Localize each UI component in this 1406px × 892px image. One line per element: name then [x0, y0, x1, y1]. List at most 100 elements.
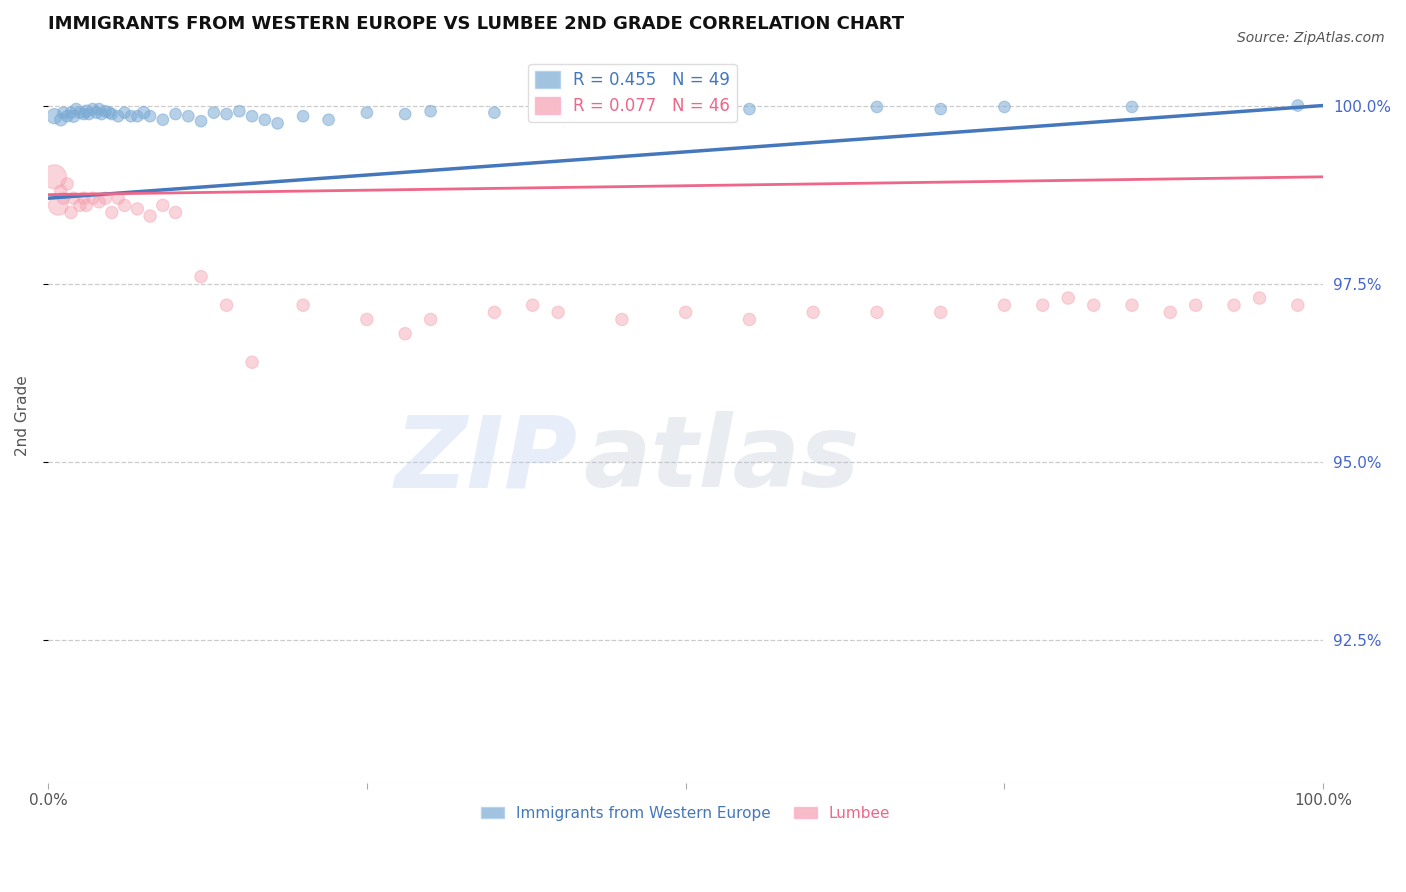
Point [1286, 298, 1309, 312]
Point [62, 191, 84, 205]
Point [356, 105, 378, 120]
Point [738, 102, 761, 116]
Point [139, 209, 162, 223]
Point [44, 109, 66, 123]
Point [292, 298, 315, 312]
Point [87, 102, 110, 116]
Point [547, 305, 569, 319]
Point [318, 112, 340, 127]
Point [87, 194, 110, 209]
Point [419, 104, 441, 119]
Point [215, 107, 238, 121]
Point [101, 205, 124, 219]
Point [165, 205, 187, 219]
Point [202, 105, 225, 120]
Point [49, 112, 72, 127]
Point [94, 104, 117, 119]
Point [1184, 298, 1206, 312]
Point [1159, 305, 1181, 319]
Text: IMMIGRANTS FROM WESTERN EUROPE VS LUMBEE 2ND GRADE CORRELATION CHART: IMMIGRANTS FROM WESTERN EUROPE VS LUMBEE… [48, 15, 904, 33]
Point [60, 105, 83, 120]
Point [165, 107, 187, 121]
Point [228, 104, 250, 119]
Point [190, 114, 212, 128]
Point [356, 312, 378, 326]
Point [484, 305, 506, 319]
Y-axis label: 2nd Grade: 2nd Grade [15, 376, 30, 456]
Point [152, 112, 174, 127]
Point [77, 107, 100, 121]
Point [419, 312, 441, 326]
Point [82, 102, 104, 116]
Text: atlas: atlas [583, 411, 860, 508]
Point [127, 109, 149, 123]
Point [1121, 298, 1143, 312]
Point [75, 198, 97, 212]
Point [73, 107, 96, 121]
Point [65, 102, 87, 116]
Point [929, 305, 952, 319]
Point [738, 312, 761, 326]
Point [56, 177, 79, 191]
Point [866, 305, 889, 319]
Point [929, 102, 952, 116]
Point [82, 191, 104, 205]
Point [98, 105, 121, 120]
Point [190, 269, 212, 284]
Point [114, 198, 136, 212]
Point [56, 109, 79, 123]
Text: Source: ZipAtlas.com: Source: ZipAtlas.com [1237, 31, 1385, 45]
Legend: Immigrants from Western Europe, Lumbee: Immigrants from Western Europe, Lumbee [475, 799, 897, 827]
Point [1249, 291, 1271, 305]
Point [90, 107, 112, 121]
Point [266, 116, 288, 130]
Point [73, 191, 96, 205]
Point [101, 107, 124, 121]
Point [107, 191, 129, 205]
Point [675, 104, 697, 119]
Point [75, 104, 97, 119]
Point [675, 305, 697, 319]
Point [215, 298, 238, 312]
Point [394, 107, 416, 121]
Point [94, 191, 117, 205]
Point [127, 202, 149, 216]
Point [993, 298, 1015, 312]
Point [1121, 100, 1143, 114]
Point [152, 198, 174, 212]
Point [240, 355, 263, 369]
Point [484, 105, 506, 120]
Point [139, 109, 162, 123]
Point [120, 109, 142, 123]
Point [253, 112, 276, 127]
Point [44, 169, 66, 184]
Point [1083, 298, 1105, 312]
Point [1057, 291, 1080, 305]
Point [114, 105, 136, 120]
Point [1032, 298, 1054, 312]
Point [292, 109, 315, 123]
Point [107, 109, 129, 123]
Point [49, 184, 72, 198]
Point [52, 105, 75, 120]
Point [62, 109, 84, 123]
Point [60, 205, 83, 219]
Point [69, 105, 91, 120]
Point [240, 109, 263, 123]
Point [394, 326, 416, 341]
Point [69, 198, 91, 212]
Point [993, 100, 1015, 114]
Point [547, 104, 569, 119]
Point [610, 102, 633, 116]
Point [86, 105, 108, 120]
Point [132, 105, 155, 120]
Point [177, 109, 200, 123]
Point [52, 191, 75, 205]
Point [46, 198, 69, 212]
Point [1286, 98, 1309, 112]
Point [1223, 298, 1246, 312]
Point [522, 298, 544, 312]
Text: ZIP: ZIP [394, 411, 578, 508]
Point [801, 305, 824, 319]
Point [866, 100, 889, 114]
